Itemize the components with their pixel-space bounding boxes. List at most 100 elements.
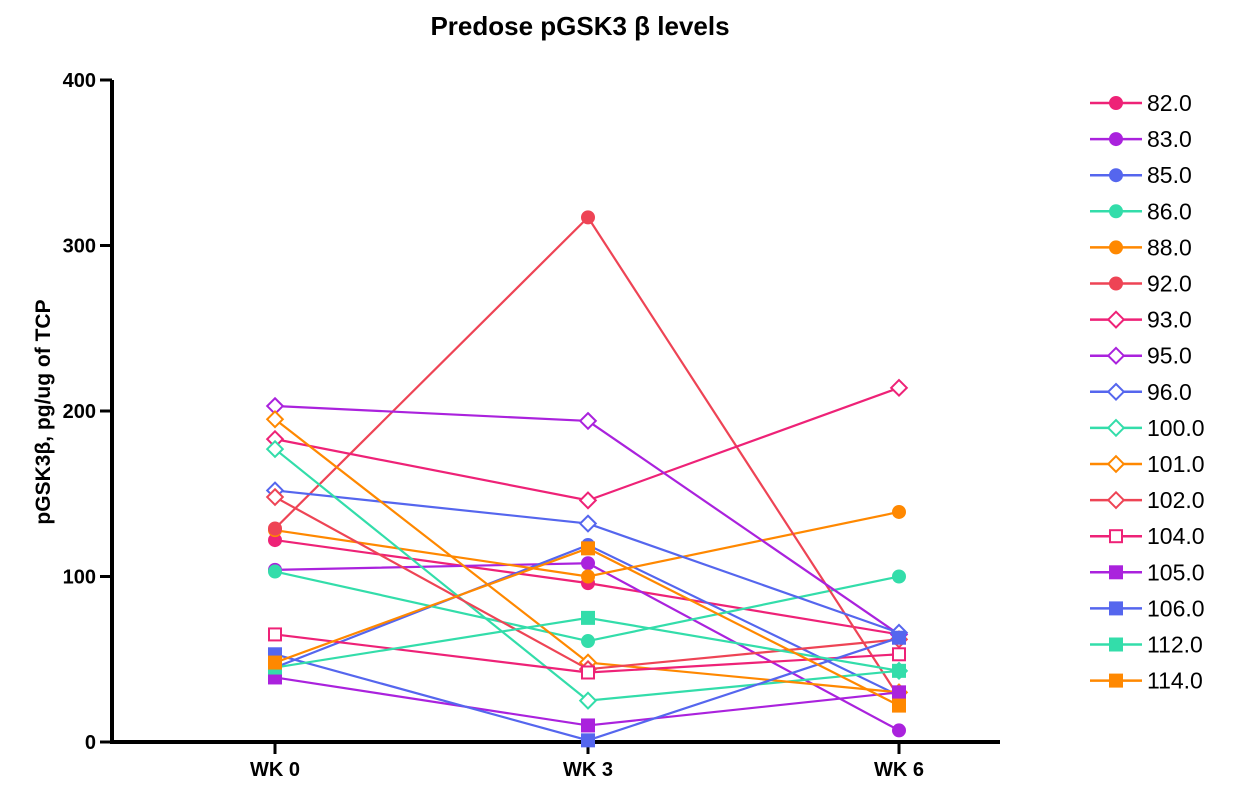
data-point [268, 627, 282, 642]
legend-marker [1109, 204, 1123, 219]
data-point [892, 647, 906, 662]
legend-label: 88.0 [1147, 234, 1192, 260]
data-point [578, 411, 598, 431]
series-layer [265, 210, 909, 748]
data-point [581, 665, 595, 680]
legend-item: 102.0 [1090, 487, 1205, 513]
legend-marker [1106, 382, 1126, 402]
series-line [274, 386, 900, 502]
data-point [265, 439, 285, 459]
y-tick-label: 100 [63, 567, 96, 589]
legend-label: 112.0 [1147, 632, 1203, 658]
legend-item: 93.0 [1090, 307, 1192, 333]
data-point [581, 210, 595, 225]
legend-item: 112.0 [1090, 632, 1203, 658]
legend-marker [1109, 601, 1123, 616]
legend-marker [1109, 637, 1123, 652]
y-tick-label: 400 [63, 70, 96, 92]
legend-label: 85.0 [1147, 162, 1192, 188]
data-point [578, 514, 598, 533]
legend-label: 96.0 [1147, 379, 1192, 405]
data-point [265, 487, 285, 507]
legend-label: 100.0 [1147, 415, 1205, 441]
legend-marker [1109, 673, 1123, 688]
data-point [578, 691, 598, 710]
legend-item: 92.0 [1090, 271, 1192, 297]
legend-item: 83.0 [1090, 126, 1192, 152]
data-point [581, 718, 595, 733]
legend-marker [1106, 346, 1126, 365]
data-point [889, 378, 909, 398]
legend-label: 106.0 [1147, 595, 1205, 621]
legend-item: 95.0 [1090, 343, 1192, 369]
legend-marker [1109, 168, 1123, 183]
legend-item: 104.0 [1090, 523, 1205, 549]
legend-label: 105.0 [1147, 559, 1205, 585]
data-point [581, 610, 595, 625]
data-point [892, 663, 906, 678]
legend-label: 82.0 [1147, 90, 1192, 116]
series-105.0 [268, 670, 906, 733]
legend-item: 86.0 [1090, 198, 1192, 224]
series-114.0 [268, 541, 906, 713]
legend-marker [1106, 454, 1126, 474]
data-point [892, 723, 906, 738]
data-point [892, 630, 906, 645]
legend-item: 82.0 [1090, 90, 1192, 116]
data-point [581, 556, 595, 571]
chart-title: Predose pGSK3 β levels [430, 11, 729, 41]
y-tick-label: 200 [63, 401, 96, 423]
data-point [892, 698, 906, 713]
legend-item: 96.0 [1090, 379, 1192, 405]
legend-label: 104.0 [1147, 523, 1205, 549]
legend-label: 86.0 [1147, 198, 1192, 224]
data-point [268, 564, 282, 579]
legend-item: 101.0 [1090, 451, 1205, 477]
legend-item: 88.0 [1090, 234, 1192, 260]
legend-marker [1109, 132, 1123, 147]
series-86.0 [268, 564, 906, 649]
data-point [581, 634, 595, 649]
x-tick-label: WK 3 [563, 759, 613, 781]
legend-item: 100.0 [1090, 415, 1205, 441]
data-point [578, 491, 598, 510]
data-point [892, 685, 906, 700]
data-point [892, 569, 906, 584]
y-tick-label: 0 [85, 732, 96, 754]
data-point [581, 541, 595, 556]
legend-marker [1109, 240, 1123, 255]
x-tick-label: WK 6 [874, 759, 924, 781]
legend-label: 101.0 [1147, 451, 1205, 477]
series-104.0 [268, 627, 906, 680]
data-point [265, 410, 285, 429]
legend-item: 105.0 [1090, 559, 1205, 585]
legend-marker [1106, 490, 1126, 510]
legend-marker [1109, 565, 1123, 580]
series-93.0 [265, 378, 909, 510]
y-tick-label: 300 [63, 236, 96, 258]
x-tick-label: WK 0 [250, 759, 300, 781]
data-point [581, 733, 595, 748]
legend-label: 83.0 [1147, 126, 1192, 152]
data-point [268, 655, 282, 670]
data-point [892, 504, 906, 519]
legend-label: 114.0 [1147, 668, 1203, 694]
legend-label: 92.0 [1147, 271, 1192, 297]
data-point [581, 569, 595, 584]
data-point [268, 521, 282, 536]
legend-marker [1106, 310, 1126, 329]
legend-marker [1106, 418, 1126, 438]
legend-marker [1109, 276, 1123, 291]
legend-item: 85.0 [1090, 162, 1192, 188]
legend-marker [1109, 529, 1123, 544]
axes: 0 100 200 300 400 WK 0 WK 3 WK 6 [63, 70, 1000, 781]
y-axis-label: pGSK3β, pg/ug of TCP [32, 299, 55, 524]
legend-label: 93.0 [1147, 307, 1192, 333]
legend-label: 102.0 [1147, 487, 1205, 513]
legend-item: 114.0 [1090, 668, 1203, 694]
legend-item: 106.0 [1090, 595, 1205, 621]
legend-marker [1109, 96, 1123, 110]
legend-label: 95.0 [1147, 343, 1192, 369]
legend: 82.0 83.0 85.0 86.0 88.0 92.0 93.0 95.0 96.0 100.… [1090, 90, 1205, 694]
